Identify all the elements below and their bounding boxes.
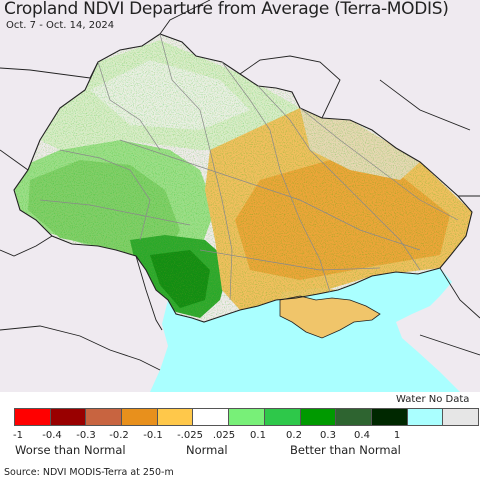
legend-swatch <box>335 408 372 426</box>
legend-caption-worse: Worse than Normal <box>15 443 126 457</box>
legend-tick: -0.4 <box>42 430 62 441</box>
legend-tick: 1 <box>393 430 401 441</box>
legend-tick: -.025 <box>177 430 203 441</box>
legend-tick: 0.1 <box>250 430 266 441</box>
water-no-data-label: Water No Data <box>396 394 470 405</box>
legend-swatch <box>406 408 444 426</box>
legend-swatch <box>121 408 158 426</box>
ndvi-map <box>0 0 480 392</box>
legend-tick: 0.4 <box>354 430 370 441</box>
legend-tick: -0.3 <box>76 430 96 441</box>
legend-tick: .025 <box>212 430 236 441</box>
legend-tick: -1 <box>13 430 23 441</box>
legend-swatch <box>442 408 479 426</box>
legend-swatch <box>85 408 123 426</box>
legend-ticks: -1 -0.4 -0.3 -0.2 -0.1 -.025 .025 0.1 0.… <box>0 430 480 442</box>
legend-tick: -0.2 <box>109 430 129 441</box>
legend-swatch <box>370 408 408 426</box>
map-title: Cropland NDVI Departure from Average (Te… <box>4 0 449 19</box>
crimea <box>279 295 381 339</box>
source-note: Source: NDVI MODIS-Terra at 250-m <box>4 467 174 478</box>
legend-swatch <box>228 408 265 426</box>
legend-caption-better: Better than Normal <box>290 443 401 457</box>
legend-caption-normal: Normal <box>186 443 228 457</box>
legend-tick: -0.1 <box>143 430 163 441</box>
legend-swatch <box>14 408 51 426</box>
legend-swatches <box>14 408 479 426</box>
legend <box>0 392 480 462</box>
legend-swatch <box>156 408 194 426</box>
neighbour-borders <box>0 0 480 371</box>
map-subtitle: Oct. 7 - Oct. 14, 2024 <box>6 20 115 31</box>
legend-swatch <box>263 408 301 426</box>
ukraine-border <box>13 33 473 323</box>
oblast-borders <box>39 33 459 301</box>
legend-swatch <box>299 408 337 426</box>
legend-swatch <box>192 408 230 426</box>
legend-tick: 0.2 <box>286 430 302 441</box>
legend-tick: 0.3 <box>320 430 336 441</box>
legend-swatch <box>49 408 87 426</box>
